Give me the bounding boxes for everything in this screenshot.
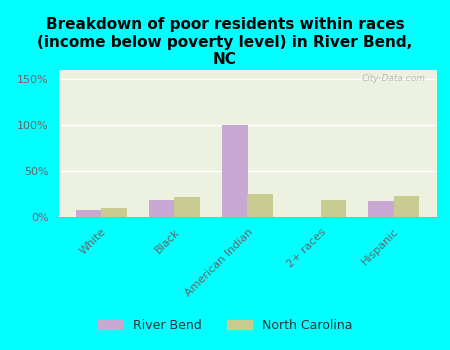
- Bar: [394, 196, 419, 217]
- Bar: [368, 201, 394, 217]
- Bar: [175, 197, 200, 217]
- Bar: [149, 201, 175, 217]
- Text: Breakdown of poor residents within races
(income below poverty level) in River B: Breakdown of poor residents within races…: [37, 18, 413, 67]
- Bar: [76, 210, 101, 217]
- Legend: River Bend, North Carolina: River Bend, North Carolina: [93, 314, 357, 337]
- Bar: [248, 194, 273, 217]
- Bar: [222, 125, 248, 217]
- Text: City-Data.com: City-Data.com: [361, 75, 425, 83]
- Bar: [101, 208, 127, 217]
- Bar: [320, 201, 346, 217]
